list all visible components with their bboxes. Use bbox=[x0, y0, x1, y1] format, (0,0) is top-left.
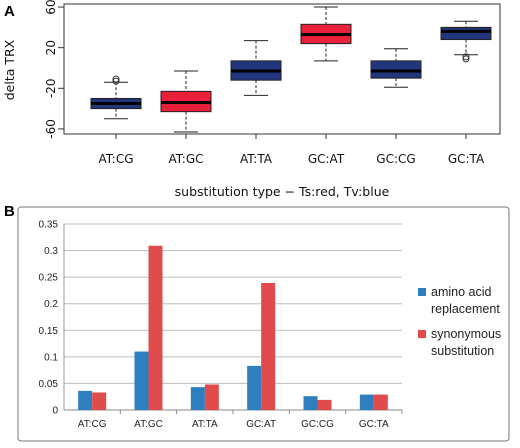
legend-swatch bbox=[418, 330, 426, 338]
box-outlier-point bbox=[462, 55, 470, 63]
box-plot-x-tick-label: GC:CG bbox=[376, 152, 415, 166]
panel-b-letter: B bbox=[4, 203, 15, 220]
bar-amino-acid-replacement bbox=[78, 390, 93, 410]
bar-chart-x-tick-label: AT:TA bbox=[192, 419, 218, 430]
bar-chart: 0 0.05 0.1 0.15 0.2 0.25 0.3 0.35 AT:CG AT:GC AT:T… bbox=[17, 206, 510, 442]
box-plot-x-tick-label: GC:TA bbox=[448, 152, 485, 166]
box-plot-x-tick-label: GC:AT bbox=[308, 152, 345, 166]
box-gccg bbox=[370, 60, 422, 79]
box-plot-x-tick-label: AT:CG bbox=[98, 152, 133, 166]
legend-label: synonymous bbox=[431, 327, 501, 341]
panel-a-letter: A bbox=[4, 3, 15, 20]
bar-chart-y-tick-label: 0.3 bbox=[44, 246, 58, 257]
box-plot-y-tick-label: 20 bbox=[44, 40, 58, 55]
bar-amino-acid-replacement bbox=[134, 351, 149, 410]
bar-chart-y-tick-label: 0.05 bbox=[39, 379, 59, 390]
box-plot-x-axis-label: substitution type − Ts:red, Tv:blue bbox=[175, 184, 390, 199]
legend-label: amino acid bbox=[431, 285, 491, 299]
bar-chart-y-tick-label: 0.1 bbox=[44, 352, 58, 363]
box-plot-frame bbox=[63, 3, 501, 135]
legend-label: replacement bbox=[431, 302, 500, 316]
box-gcta bbox=[440, 26, 492, 41]
box-plot-x-tick-label: AT:GC bbox=[168, 152, 203, 166]
bar-chart-y-tick-label: 0.2 bbox=[44, 299, 58, 310]
bar-amino-acid-replacement bbox=[359, 394, 374, 410]
bar-amino-acid-replacement bbox=[303, 396, 318, 410]
box-plot-y-tick-label: -60 bbox=[44, 119, 58, 139]
bar-amino-acid-replacement bbox=[190, 387, 205, 410]
bar-chart-x-tick-label: AT:CG bbox=[78, 419, 107, 430]
bar-synonymous-substitution bbox=[92, 392, 107, 410]
legend-label: substitution bbox=[431, 344, 494, 358]
box-outlier-point bbox=[112, 75, 120, 83]
bar-chart-x-tick-label: GC:AT bbox=[246, 419, 276, 430]
bar-synonymous-substitution bbox=[373, 394, 388, 410]
box-plot-y-tick-label: -20 bbox=[44, 78, 58, 98]
box-plot-x-tick-label: AT:TA bbox=[240, 152, 273, 166]
bar-chart-x-tick-label: GC:CG bbox=[301, 419, 334, 430]
bar-amino-acid-replacement bbox=[247, 365, 262, 410]
bar-chart-y-tick-label: 0.35 bbox=[39, 220, 59, 231]
bar-synonymous-substitution bbox=[261, 282, 276, 410]
bar-synonymous-substitution bbox=[148, 245, 163, 410]
bar-synonymous-substitution bbox=[204, 384, 219, 410]
bar-synonymous-substitution bbox=[317, 399, 332, 410]
bar-chart-x-tick-label: AT:GC bbox=[134, 419, 163, 430]
bar-chart-y-tick-label: 0.15 bbox=[39, 326, 59, 337]
legend-swatch bbox=[418, 288, 426, 296]
bar-chart-y-tick-label: 0 bbox=[52, 406, 58, 417]
box-plot-y-axis-label: delta TRX bbox=[2, 39, 17, 100]
bar-chart-x-tick-label: GC:TA bbox=[359, 419, 389, 430]
box-outlier-point bbox=[462, 53, 470, 61]
box-plot-y-tick-label: 60 bbox=[44, 0, 58, 15]
box-outlier-point bbox=[112, 77, 120, 85]
box-plot: delta TRX substitution type − Ts:red, Tv… bbox=[2, 0, 501, 199]
bar-chart-y-tick-label: 0.25 bbox=[39, 273, 59, 284]
